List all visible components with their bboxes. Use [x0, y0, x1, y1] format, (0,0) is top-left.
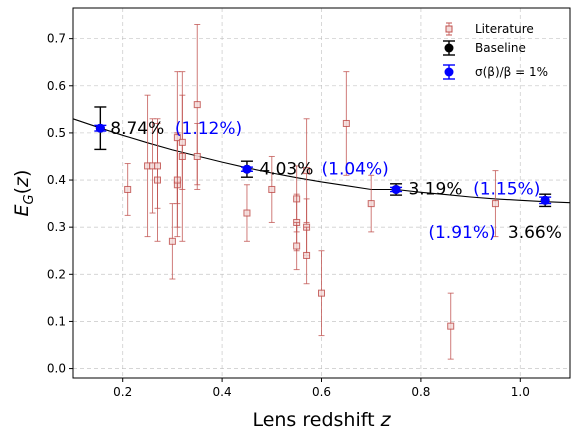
legend-baseline-label: Baseline: [475, 41, 526, 55]
x-tick-label: 1.0: [511, 385, 530, 399]
annotation-label: (1.91%): [428, 223, 495, 243]
x-tick-label: 0.2: [113, 385, 132, 399]
y-tick-label: 0.1: [47, 314, 66, 328]
legend: Literature Baseline σ(β)/β = 1%: [443, 22, 548, 80]
x-tick-label: 0.4: [213, 385, 232, 399]
y-tick-label: 0.0: [47, 362, 66, 376]
forecast-point: [95, 123, 105, 133]
literature-point: [268, 185, 276, 193]
literature-point: [173, 134, 181, 142]
forecast-point: [242, 164, 252, 174]
y-tick-label: 0.3: [47, 220, 66, 234]
literature-point: [367, 200, 375, 208]
annotation-label: (1.12%): [175, 119, 242, 139]
literature-point: [447, 322, 455, 330]
literature-point: [293, 242, 301, 250]
x-axis-label: Lens redshift z: [252, 409, 391, 431]
legend-forecast-label: σ(β)/β = 1%: [475, 65, 548, 79]
annotation-label: 8.74%: [110, 119, 164, 139]
legend-literature-marker: [445, 25, 453, 33]
forecast-point: [540, 195, 550, 205]
forecast-points: [94, 123, 552, 205]
y-axis-label: EG(z): [11, 170, 37, 217]
x-tick-label: 0.6: [312, 385, 331, 399]
annotation-label: 3.66%: [508, 223, 562, 243]
literature-point: [243, 209, 251, 217]
literature-point: [168, 237, 176, 245]
y-tick-label: 0.5: [47, 126, 66, 140]
forecast-point: [391, 184, 401, 194]
annotation-label: 4.03%: [259, 160, 313, 180]
model-curve-layer: [72, 118, 571, 204]
legend-forecast-marker: [444, 67, 454, 77]
literature-point: [193, 101, 201, 109]
annotations: 8.74% (1.12%) 4.03% (1.04%) 3.19% (1.15%) (1.9…: [110, 119, 562, 243]
literature-point: [318, 289, 325, 297]
legend-baseline-marker: [444, 43, 454, 53]
literature-point: [491, 200, 499, 208]
literature-point: [342, 119, 350, 127]
x-tick-label: 0.8: [411, 385, 430, 399]
y-tick-label: 0.6: [47, 79, 66, 93]
literature-point: [124, 185, 132, 193]
annotation-label: (1.04%): [322, 160, 389, 180]
literature-point: [178, 138, 186, 146]
literature-point: [303, 167, 311, 175]
y-tick-label: 0.7: [47, 32, 66, 46]
literature-point: [153, 162, 161, 170]
y-tick-label: 0.4: [47, 173, 66, 187]
annotation-label: 3.19%: [408, 180, 462, 200]
y-tick-label: 0.2: [47, 267, 66, 281]
literature-point: [303, 251, 311, 259]
literature-point: [193, 152, 201, 160]
legend-literature-label: Literature: [475, 22, 534, 36]
axis-ticks: 0.2 0.4 0.6 0.8 1.0 0.0 0.1 0.2 0.3 0.4 0.5 0.6 0.7: [47, 32, 530, 399]
model-curve: [72, 118, 571, 204]
literature-points: [124, 23, 499, 360]
annotation-label: (1.15%): [473, 180, 540, 200]
